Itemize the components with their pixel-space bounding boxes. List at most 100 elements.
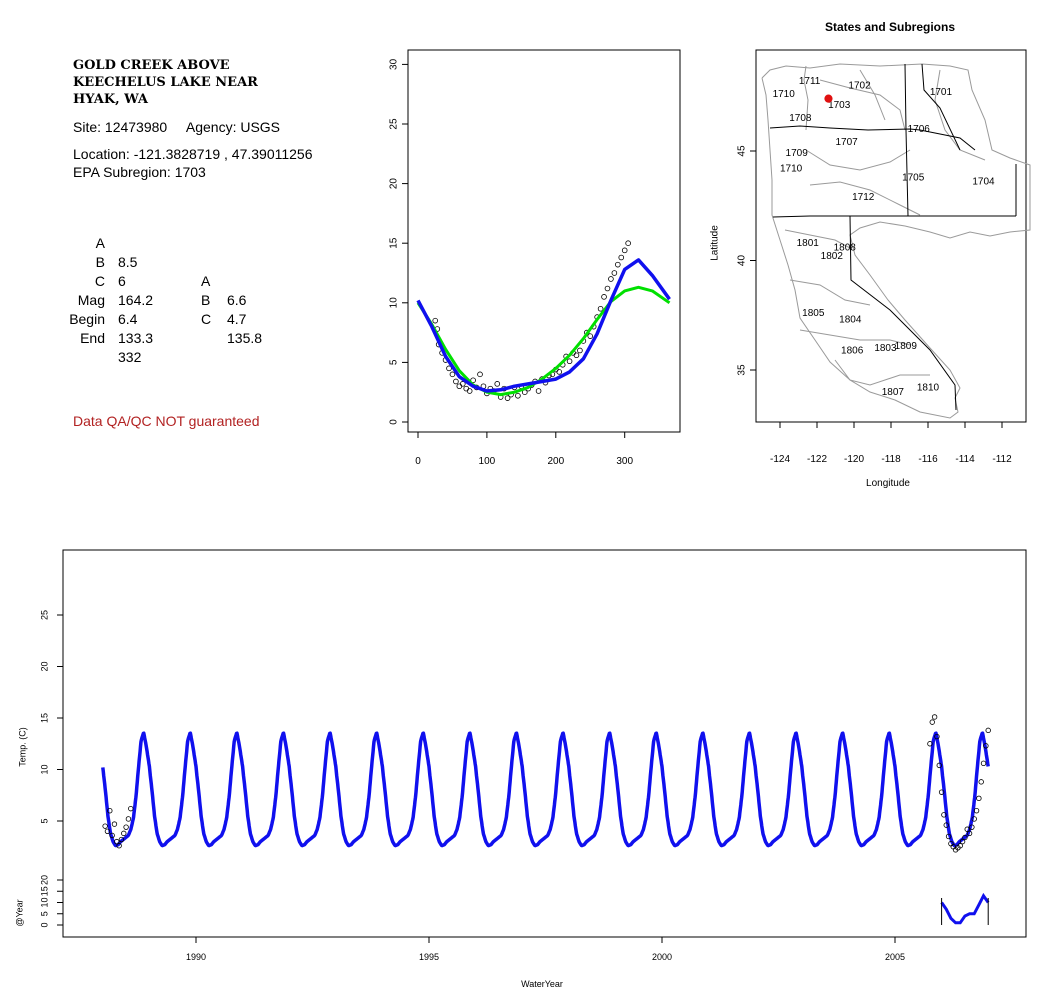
x-tick-label: -112 bbox=[992, 454, 1012, 465]
data-point bbox=[976, 795, 982, 802]
region-label: 1707 bbox=[835, 137, 858, 148]
data-point bbox=[446, 365, 452, 372]
data-point bbox=[121, 830, 127, 837]
data-point bbox=[128, 805, 134, 812]
param-row: Begin 133.3 bbox=[55, 291, 295, 346]
y-tick-label: 25 bbox=[389, 118, 400, 130]
data-point bbox=[625, 240, 631, 247]
region-label: 1703 bbox=[828, 100, 851, 111]
param-row: Mag 6.4 bbox=[55, 272, 295, 327]
y-tick-label: 25 bbox=[39, 610, 49, 620]
y-tick-label: 10 bbox=[39, 764, 49, 774]
param-label: Mag bbox=[77, 292, 105, 308]
y-tick-label: 40 bbox=[737, 255, 748, 267]
x-tick-label: 1995 bbox=[419, 952, 439, 962]
param-value-2: 6.6 bbox=[227, 292, 247, 308]
site-title-line-1: GOLD CREEK ABOVE bbox=[73, 58, 230, 73]
x-tick-label: -116 bbox=[918, 454, 938, 465]
data-point bbox=[957, 843, 963, 849]
y-tick-label: 10 bbox=[389, 297, 400, 309]
state-border-south bbox=[772, 215, 1016, 218]
data-point bbox=[577, 347, 583, 354]
model-line bbox=[101, 731, 990, 848]
data-point bbox=[621, 247, 628, 254]
param-row: End 332 bbox=[55, 310, 295, 365]
data-point bbox=[535, 388, 542, 394]
data-point bbox=[985, 727, 991, 734]
y-axis-label: Latitude bbox=[710, 225, 721, 261]
param-label: C bbox=[94, 273, 105, 289]
param-value: 6.4 bbox=[118, 311, 138, 327]
blue-fit-line bbox=[416, 258, 671, 393]
region-label: 1702 bbox=[848, 80, 871, 91]
region-boundary bbox=[805, 149, 911, 171]
site-title-line-3: HYAK, WA bbox=[73, 92, 149, 107]
data-point bbox=[556, 369, 563, 375]
y-tick-label: 30 bbox=[389, 58, 400, 70]
data-point bbox=[123, 824, 129, 830]
state-border-mt-id bbox=[921, 63, 961, 151]
data-point bbox=[931, 714, 938, 720]
param-row: B 6 B 4.7 bbox=[55, 234, 295, 327]
param-row: A 8.5 A 6.6 bbox=[55, 215, 295, 308]
data-point bbox=[494, 381, 501, 387]
y-tick-label: 0 bbox=[389, 419, 400, 425]
region-label: 1807 bbox=[882, 387, 905, 398]
data-point bbox=[959, 838, 966, 845]
region-boundary bbox=[784, 229, 851, 249]
data-point bbox=[618, 254, 625, 261]
data-point bbox=[929, 719, 935, 725]
data-point bbox=[515, 392, 521, 399]
plot-frame bbox=[62, 549, 1027, 938]
param-label-2: C bbox=[201, 311, 212, 327]
param-label: Begin bbox=[69, 311, 105, 327]
data-point bbox=[980, 760, 987, 767]
data-point bbox=[969, 824, 975, 830]
region-boundary bbox=[803, 65, 809, 131]
data-point bbox=[945, 833, 952, 840]
y-tick-label: 20 bbox=[39, 661, 49, 671]
y-axis-label-secondary: @Year bbox=[14, 899, 24, 926]
state-border-wa-or bbox=[769, 125, 976, 151]
map-title: States and Subregions bbox=[825, 20, 955, 34]
data-point bbox=[504, 395, 511, 401]
data-point bbox=[927, 741, 933, 747]
region-label: 1804 bbox=[839, 315, 862, 326]
site-title: GOLD CREEK ABOVE KEECHELUS LAKE NEAR HYAK,… bbox=[73, 57, 258, 108]
region-label: 1711 bbox=[799, 76, 821, 87]
map-frame bbox=[755, 49, 1027, 423]
data-point bbox=[971, 816, 977, 822]
data-point bbox=[604, 285, 611, 292]
params-table: A 8.5 A 6.6 B 6 B 4.7 C 164.2 C 135.8 Ma… bbox=[55, 215, 295, 365]
data-point bbox=[456, 383, 463, 390]
region-label: 1809 bbox=[895, 341, 918, 352]
data-point bbox=[573, 352, 580, 359]
data-point bbox=[615, 261, 621, 268]
data-point bbox=[964, 826, 970, 832]
data-point bbox=[566, 358, 573, 365]
y-tick-label: 5 bbox=[39, 818, 49, 823]
region-boundary bbox=[809, 181, 921, 216]
param-value: 8.5 bbox=[118, 254, 138, 270]
param-value: 332 bbox=[118, 349, 142, 365]
param-label-2: B bbox=[201, 292, 211, 308]
location-line: Location: -121.3828719 , 47.39011256 bbox=[73, 146, 313, 162]
region-boundary bbox=[789, 279, 871, 306]
region-outline bbox=[761, 63, 1031, 419]
region-boundary bbox=[859, 69, 886, 121]
region-label: 1803 bbox=[874, 343, 897, 354]
param-value-2: 4.7 bbox=[227, 311, 247, 327]
region-label: 1805 bbox=[802, 308, 825, 319]
x-tick-label: -114 bbox=[955, 454, 975, 465]
data-point bbox=[459, 381, 466, 387]
site-title-line-2: KEECHELUS LAKE NEAR bbox=[73, 75, 258, 90]
data-point bbox=[597, 305, 604, 312]
region-label: 1810 bbox=[917, 383, 940, 394]
param-value: 133.3 bbox=[118, 330, 154, 346]
data-point bbox=[938, 789, 945, 795]
y-tick-label: 15 bbox=[39, 713, 49, 723]
green-fit-line bbox=[416, 285, 671, 397]
site-location-marker bbox=[824, 94, 833, 103]
x-tick-label: -118 bbox=[881, 454, 901, 465]
